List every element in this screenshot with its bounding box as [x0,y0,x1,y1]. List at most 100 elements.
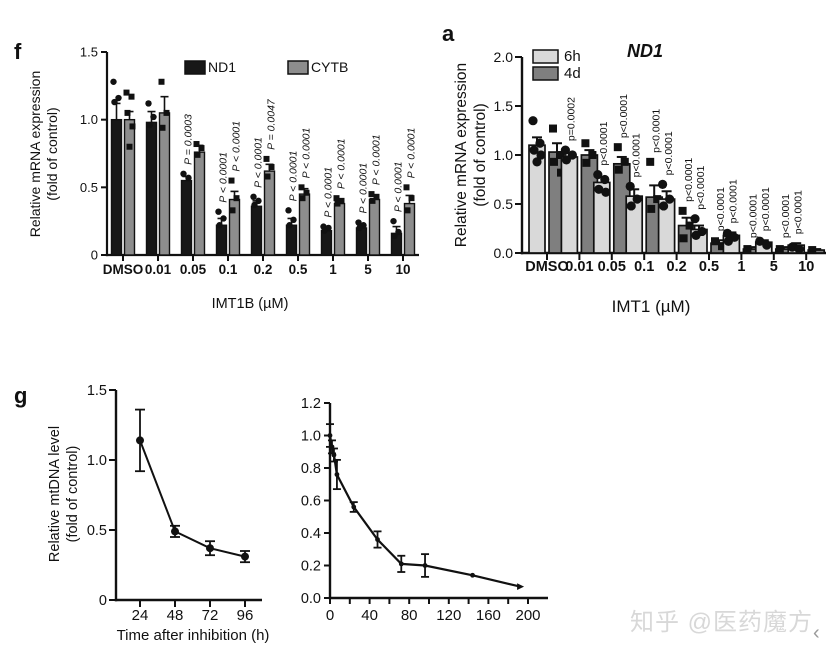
scatter-point [679,234,688,243]
scatter-point [755,236,765,246]
bar [158,112,171,256]
x-category-label: 5 [364,262,372,277]
legend-swatch [532,66,559,81]
scatter-point [145,100,152,107]
p-value-label: P < 0.0001 [253,137,265,188]
y-tick-label: 0 [99,593,107,609]
p-value-label: p<0.0001 [780,194,792,238]
p-value-label: p<0.0001 [715,187,727,231]
x-tick-label: 160 [476,607,501,624]
scatter-point [678,206,687,215]
scatter-point [625,181,635,191]
p-value-label: p<0.0001 [760,187,772,231]
scatter-point [408,195,415,202]
scatter-point [115,94,122,102]
scatter-point [290,216,297,224]
bar [123,118,136,256]
scatter-point [264,173,271,180]
scatter-point [369,197,376,204]
y-tick-label: 0.5 [494,196,514,212]
legend-swatch [287,60,309,75]
legend-label: 4d [564,65,581,82]
x-category-label: 1 [329,262,337,277]
bar [320,229,333,256]
scatter-point [193,141,200,148]
scatter-point [550,157,558,166]
x-tick-label: 80 [401,607,418,624]
y-tick-label: 1.5 [494,98,514,114]
scatter-point [229,207,236,214]
scatter-point [532,157,542,167]
scatter-point [299,195,306,202]
data-point [327,433,333,438]
panel-a-bar-chart: 0.0 0.5 1.0 1.5 2.0 Relative mRNA expression(… [442,21,826,316]
mtdna-decay-line-chart: 0.0 0.2 0.4 0.6 0.8 1.0 1.2 0 40 80 120 160 200 [301,396,548,624]
x-category-label: 0.5 [699,259,719,275]
p-value-label: p<0.0001 [630,133,642,177]
scatter-point [646,157,655,166]
x-category-label: 0.05 [598,259,626,275]
bar [263,170,276,256]
x-category-label: 10 [798,259,814,275]
y-tick-label: 0.4 [301,526,321,542]
scatter-point [601,187,611,197]
bar [193,151,206,256]
bar [333,202,346,256]
p-value-label: P < 0.0001 [393,161,405,212]
p-value-label: P < 0.0001 [218,152,230,203]
y-tick-label: 0.0 [494,245,514,261]
p-value-label: p<0.0001 [748,194,760,238]
bar [215,224,228,256]
scatter-point [711,237,719,246]
p-value-label: P < 0.0001 [301,128,313,179]
scatter-point [632,194,642,204]
scatter-point [722,228,733,238]
axis-title-y: (fold of control) [65,446,81,543]
x-tick-label: 200 [515,607,540,624]
p-value-label: p<0.0001 [792,190,804,234]
scatter-point [535,138,545,148]
p-value-label: P = 0.0047 [266,98,278,150]
p-value-label: P < 0.0001 [288,151,300,202]
p-value-label: P = 0.0003 [183,114,195,165]
scatter-point [581,139,590,148]
x-category-label: 0.5 [289,262,308,277]
y-tick-label: 0.6 [301,494,321,510]
scatter-point [124,109,131,116]
x-tick-label: 72 [202,607,219,624]
scatter-point [126,143,133,150]
scatter-point [268,164,275,171]
scatter-point [620,157,629,166]
scatter-point [529,145,539,155]
p-value-label: P < 0.0001 [336,138,348,189]
scatter-point [215,208,222,215]
scatter-point [613,143,622,152]
scatter-point [251,201,258,209]
x-category-label: 0.01 [145,262,172,277]
scatter-point [775,245,784,254]
scatter-point [356,224,363,232]
scatter-point [198,145,205,152]
scatter-point [321,227,328,234]
scatter-point [658,179,668,189]
scatter-point [355,219,362,226]
scatter-point [123,89,130,96]
p-value-label: p<0.0001 [663,131,675,175]
scatter-point [718,242,726,251]
x-category-label: 0.1 [219,262,238,277]
scatter-point [691,230,701,240]
data-line [139,440,246,558]
scatter-point [373,193,380,200]
x-category-label: 5 [770,259,778,275]
scatter-point [659,201,669,211]
scatter-point [762,240,772,250]
x-category-label: DMSO [103,262,144,277]
scatter-point [685,221,694,230]
p-value-label: P < 0.0001 [323,167,335,218]
scatter-point [216,222,223,229]
scatter-point [787,242,797,252]
chevron-left-icon[interactable]: ‹ [813,622,820,644]
scatter-point [593,170,603,180]
scatter-point [128,93,135,100]
